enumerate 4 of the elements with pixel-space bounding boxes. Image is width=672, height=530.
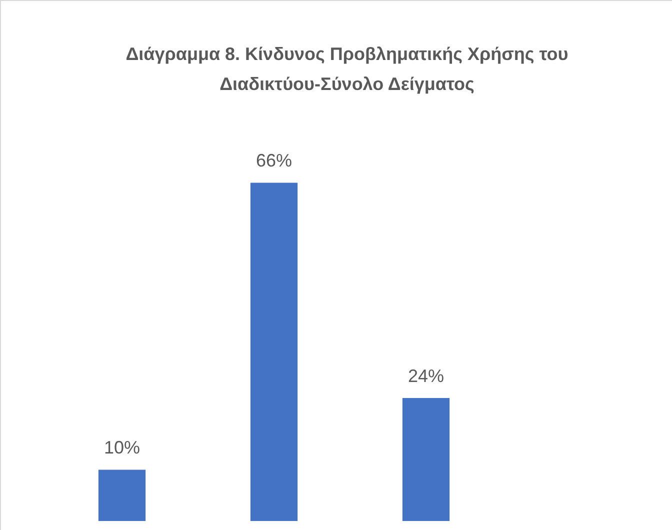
data-label: 66% [256,150,292,171]
data-label: 10% [104,438,140,458]
data-label: 24% [408,366,444,386]
chart-title: Διάγραμμα 8. Κίνδυνος Προβληματικής Χρήσης του Διαδικτύου-Σύνολο Δείγματος [124,43,570,96]
